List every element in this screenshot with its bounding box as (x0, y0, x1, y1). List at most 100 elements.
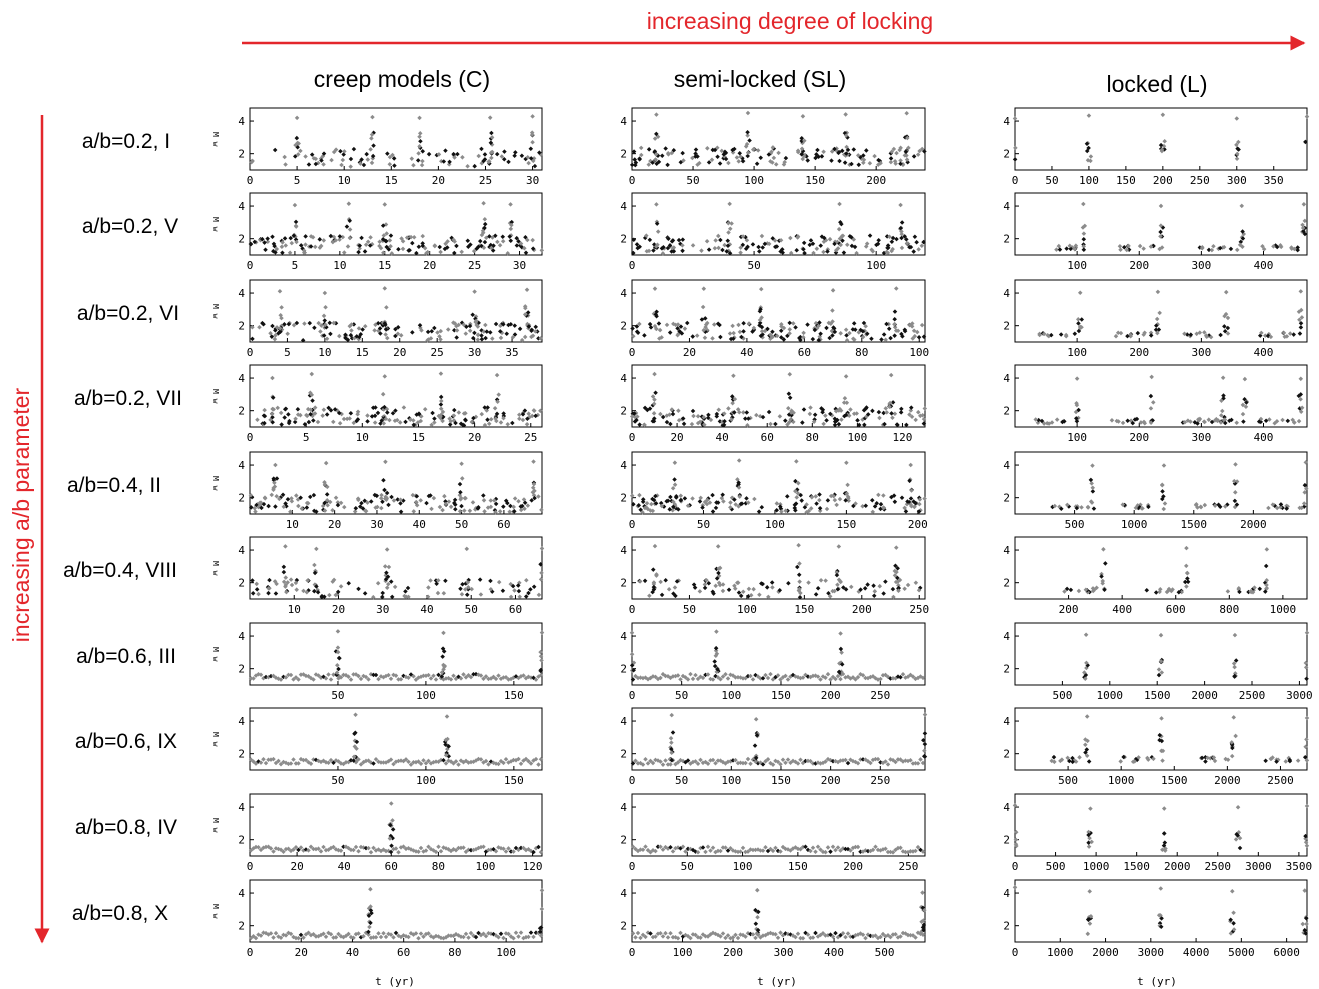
data-point (526, 160, 531, 166)
data-point (865, 582, 870, 587)
data-point (1304, 630, 1310, 636)
data-point (283, 243, 289, 248)
data-point (533, 329, 538, 334)
data-point (384, 497, 389, 503)
data-point (502, 149, 507, 154)
data-point (739, 334, 744, 340)
data-point (778, 504, 783, 509)
row-label: a/b=0.2, V (82, 215, 178, 238)
data-point (706, 412, 711, 418)
y-tick-label: 2 (238, 492, 245, 505)
data-point (745, 756, 751, 762)
data-point (652, 371, 657, 377)
data-point (431, 495, 437, 501)
data-point (342, 504, 347, 510)
data-point (844, 460, 849, 466)
data-point (681, 421, 687, 427)
data-point (369, 136, 374, 141)
data-point (697, 589, 703, 594)
data-point (483, 335, 488, 341)
data-point (872, 153, 877, 159)
data-point (1278, 504, 1283, 510)
data-point (476, 153, 481, 159)
data-point (308, 411, 313, 417)
y-tick-label: 4 (1003, 115, 1010, 128)
x-tick-label: 150 (504, 774, 524, 787)
data-point (1300, 225, 1306, 231)
data-point (700, 505, 705, 510)
data-point (664, 413, 670, 418)
data-point (1138, 420, 1144, 425)
data-point (296, 503, 301, 509)
data-point (805, 322, 810, 327)
data-point (283, 162, 288, 167)
data-point (825, 845, 831, 850)
x-tick-label: 200 (1129, 346, 1149, 359)
data-point (288, 577, 294, 582)
data-point (844, 400, 850, 406)
data-point (706, 160, 712, 165)
data-point (892, 324, 898, 330)
data-point (335, 662, 340, 668)
data-point (766, 409, 772, 415)
x-tick-label: 200 (1129, 259, 1149, 272)
data-point (751, 586, 756, 592)
data-point (813, 592, 819, 597)
data-point (630, 326, 635, 331)
data-point (453, 506, 458, 512)
data-point (660, 414, 666, 420)
data-point (778, 502, 783, 507)
data-point (842, 160, 848, 165)
data-point (443, 578, 448, 584)
data-point (881, 332, 887, 337)
data-point (756, 244, 761, 250)
data-point (697, 499, 703, 504)
data-point (1072, 246, 1077, 252)
data-point (705, 146, 710, 151)
data-point (720, 492, 725, 497)
data-point (1089, 481, 1094, 486)
data-point (381, 931, 386, 936)
data-point (725, 238, 731, 244)
data-point (517, 326, 523, 332)
data-point (389, 801, 394, 806)
data-point (477, 238, 483, 244)
data-point (745, 150, 751, 156)
data-point (466, 244, 471, 249)
data-point (678, 324, 684, 329)
data-point (892, 411, 898, 416)
data-point (710, 147, 716, 153)
x-tick-label: 50 (331, 774, 344, 787)
data-point (715, 544, 721, 549)
x-tick-label: 150 (788, 860, 808, 873)
data-point (384, 570, 389, 575)
data-point (332, 407, 338, 412)
data-point (278, 410, 284, 416)
data-point (909, 488, 914, 493)
data-point (762, 328, 768, 334)
data-point (528, 146, 534, 152)
y-tick-label: 2 (620, 148, 627, 161)
data-point (702, 316, 708, 321)
data-point (735, 935, 741, 941)
data-point (1232, 664, 1237, 670)
data-point (402, 593, 407, 599)
column-title-semi-locked: semi-locked (SL) (674, 66, 847, 92)
data-point (787, 327, 793, 332)
data-point (1148, 244, 1154, 249)
data-point (710, 509, 716, 514)
data-point (1263, 418, 1269, 424)
data-point (796, 480, 801, 486)
side-arrow-label: increasing a/b parameter (8, 387, 34, 642)
data-point (651, 411, 657, 416)
x-tick-label: 300 (1227, 174, 1247, 187)
data-point (839, 650, 844, 655)
x-tick-label: 40 (740, 346, 753, 359)
data-point (1202, 502, 1208, 508)
data-point (863, 503, 869, 509)
data-point (847, 330, 852, 336)
data-point (665, 935, 671, 940)
data-point (737, 150, 743, 156)
data-point (388, 579, 394, 584)
data-point (865, 412, 871, 417)
